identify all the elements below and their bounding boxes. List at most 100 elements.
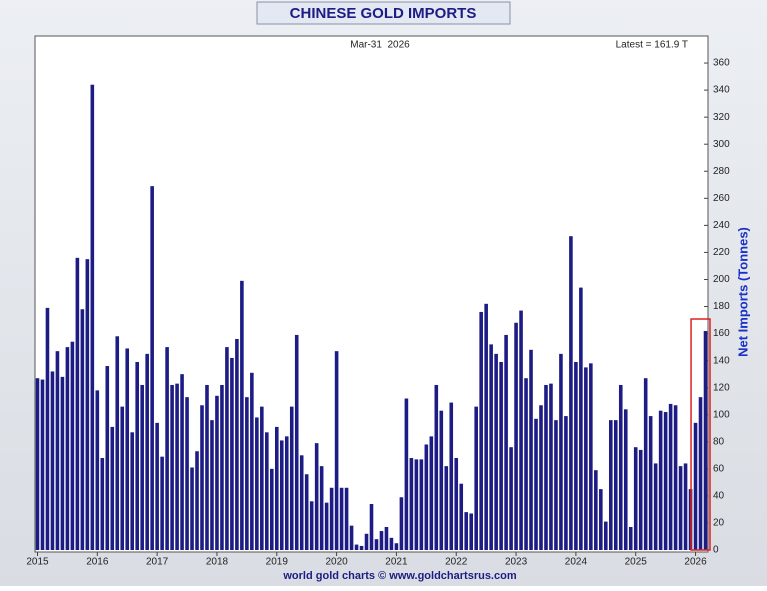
x-tick-label: 2020 xyxy=(325,557,348,568)
bar xyxy=(469,513,473,550)
bar xyxy=(180,374,184,550)
bar xyxy=(504,334,508,550)
bar xyxy=(324,502,329,550)
bar xyxy=(65,347,70,550)
bar xyxy=(384,527,389,550)
bar xyxy=(703,331,708,550)
bar xyxy=(265,432,269,550)
bar xyxy=(339,487,344,550)
bar xyxy=(210,420,214,550)
bar xyxy=(309,501,314,550)
bar xyxy=(334,351,339,550)
bar xyxy=(474,406,478,550)
y-tick-label: 360 xyxy=(713,58,730,69)
bar xyxy=(693,422,698,550)
bar xyxy=(519,310,523,550)
highlight-box xyxy=(690,318,711,551)
bar xyxy=(539,405,543,550)
bar xyxy=(444,466,449,550)
bar xyxy=(45,307,50,550)
bar xyxy=(379,531,384,550)
bar xyxy=(215,395,219,550)
bar xyxy=(329,487,334,550)
bar xyxy=(230,357,234,550)
y-tick-label: 280 xyxy=(713,166,730,177)
bar xyxy=(564,416,568,550)
x-tick-label: 2017 xyxy=(146,557,169,568)
y-axis-label: Net Imports (Tonnes) xyxy=(735,227,750,357)
bar xyxy=(270,468,274,550)
bar xyxy=(673,405,678,550)
bar xyxy=(529,349,533,550)
footer: world gold charts © www.goldchartsrus.co… xyxy=(282,570,516,582)
y-tick-label: 320 xyxy=(713,112,730,123)
x-tick-label: 2022 xyxy=(445,557,468,568)
y-tick-label: 300 xyxy=(713,139,730,150)
bar xyxy=(479,311,483,550)
bar xyxy=(185,397,189,550)
y-tick-label: 260 xyxy=(713,193,730,204)
bar xyxy=(524,378,528,550)
bar xyxy=(359,545,364,550)
bar xyxy=(464,512,469,550)
bar xyxy=(130,432,135,550)
bar xyxy=(115,336,120,550)
bar xyxy=(618,384,623,550)
bar xyxy=(489,344,493,550)
bar xyxy=(190,467,194,550)
bar xyxy=(155,422,159,550)
bar xyxy=(205,384,209,550)
bar xyxy=(514,322,518,550)
y-tick-label: 80 xyxy=(713,436,725,447)
bar xyxy=(599,489,603,550)
x-tick-label: 2026 xyxy=(684,557,707,568)
bar xyxy=(638,449,643,550)
bar xyxy=(633,447,638,550)
y-tick-label: 120 xyxy=(713,382,730,393)
bar xyxy=(284,436,289,550)
bar xyxy=(544,384,548,550)
bar xyxy=(698,397,703,550)
title-box xyxy=(256,1,511,25)
bar xyxy=(245,397,249,550)
bar xyxy=(454,458,459,550)
bar xyxy=(170,384,174,550)
bar xyxy=(220,384,224,550)
bar xyxy=(559,353,563,550)
date-label: Mar-31 2026 xyxy=(350,40,410,51)
bar xyxy=(235,338,239,550)
bar xyxy=(110,426,115,550)
bar xyxy=(569,236,573,551)
bar xyxy=(554,420,558,550)
bar xyxy=(240,280,244,550)
x-tick-label: 2024 xyxy=(565,557,588,568)
bar xyxy=(369,504,374,550)
bar xyxy=(75,257,80,550)
y-tick-label: 160 xyxy=(713,328,730,339)
bar xyxy=(40,379,45,550)
x-tick-label: 2018 xyxy=(206,557,229,568)
bar xyxy=(663,412,668,550)
bar xyxy=(135,361,139,550)
bar xyxy=(50,371,55,550)
bar xyxy=(414,459,419,550)
bar xyxy=(653,463,658,550)
bar xyxy=(494,353,498,550)
y-tick-label: 340 xyxy=(713,85,730,96)
y-tick-label: 40 xyxy=(713,491,725,502)
bar xyxy=(434,384,439,550)
y-tick-label: 20 xyxy=(713,518,725,529)
latest-label: Latest = 161.9 T xyxy=(616,40,688,51)
bar xyxy=(150,186,154,551)
x-tick-label: 2015 xyxy=(26,557,49,568)
x-tick-label: 2023 xyxy=(505,557,528,568)
bar xyxy=(304,474,309,550)
bar xyxy=(534,418,538,550)
bar xyxy=(668,403,673,550)
bar xyxy=(85,259,90,550)
bar xyxy=(250,372,254,550)
bar xyxy=(80,309,85,550)
bar xyxy=(404,398,409,550)
y-tick-label: 60 xyxy=(713,463,725,474)
